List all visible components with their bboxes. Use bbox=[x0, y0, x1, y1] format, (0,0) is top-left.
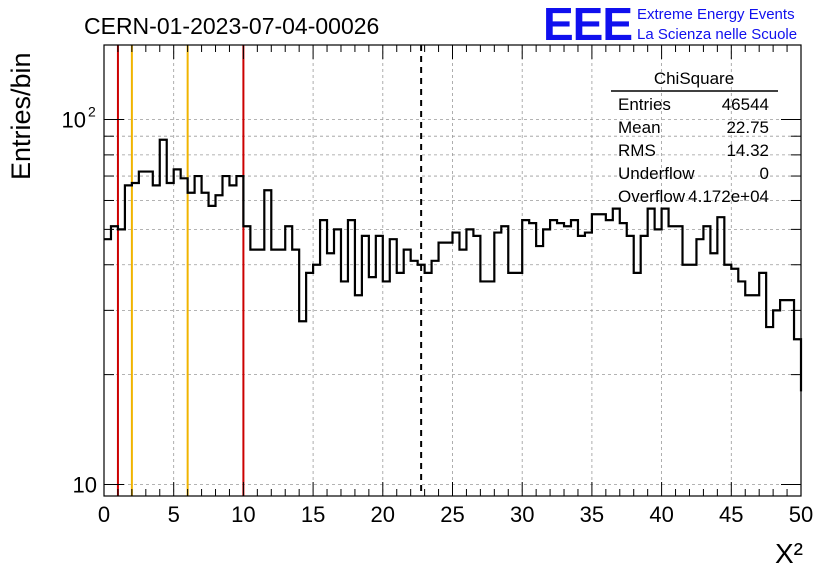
stats-box: ChiSquare Entries 46544 Mean 22.75 RMS 14.32 U… bbox=[611, 69, 778, 206]
stats-label: Underflow bbox=[618, 164, 695, 183]
stats-value: 14.32 bbox=[726, 141, 769, 160]
histogram-outline bbox=[104, 138, 803, 392]
x-tick-label: 35 bbox=[580, 502, 604, 527]
logo-line-2: La Scienza nelle Scuole bbox=[637, 26, 797, 43]
stats-label: RMS bbox=[618, 141, 656, 160]
x-axis-label: X² bbox=[775, 538, 803, 569]
axis-ticks bbox=[103, 45, 802, 496]
x-tick-label: 30 bbox=[510, 502, 534, 527]
stats-title: ChiSquare bbox=[654, 69, 734, 88]
reference-lines bbox=[116, 45, 423, 496]
y-tick-label: 10 bbox=[62, 108, 86, 133]
logo-line-1: Extreme Energy Events bbox=[637, 6, 795, 23]
eee-logo: EEE Extreme Energy Events La Scienza nel… bbox=[543, 0, 797, 50]
stats-label: Entries bbox=[618, 95, 671, 114]
x-tick-label: 15 bbox=[301, 502, 325, 527]
histogram-series bbox=[104, 138, 803, 392]
x-tick-label: 50 bbox=[789, 502, 813, 527]
stats-value: 0 bbox=[760, 164, 769, 183]
x-tick-label: 5 bbox=[168, 502, 180, 527]
stats-value: 46544 bbox=[722, 95, 769, 114]
y-tick-exponent: 2 bbox=[88, 104, 96, 120]
x-tick-label: 40 bbox=[649, 502, 673, 527]
logo-mark: EEE bbox=[543, 0, 632, 50]
stats-value: 4.172e+04 bbox=[688, 187, 769, 206]
y-tick-label: 10 bbox=[73, 472, 97, 497]
x-tick-label: 45 bbox=[719, 502, 743, 527]
x-tick-label: 25 bbox=[440, 502, 464, 527]
y-axis-label: Entries/bin bbox=[6, 52, 36, 180]
grid-lines bbox=[104, 45, 801, 496]
stats-label: Mean bbox=[618, 118, 661, 137]
x-tick-label: 0 bbox=[98, 502, 110, 527]
chart-title: CERN-01-2023-07-04-00026 bbox=[84, 13, 379, 39]
x-tick-label: 10 bbox=[231, 502, 255, 527]
stats-label: Overflow bbox=[618, 187, 686, 206]
stats-value: 22.75 bbox=[726, 118, 769, 137]
x-tick-label: 20 bbox=[371, 502, 395, 527]
